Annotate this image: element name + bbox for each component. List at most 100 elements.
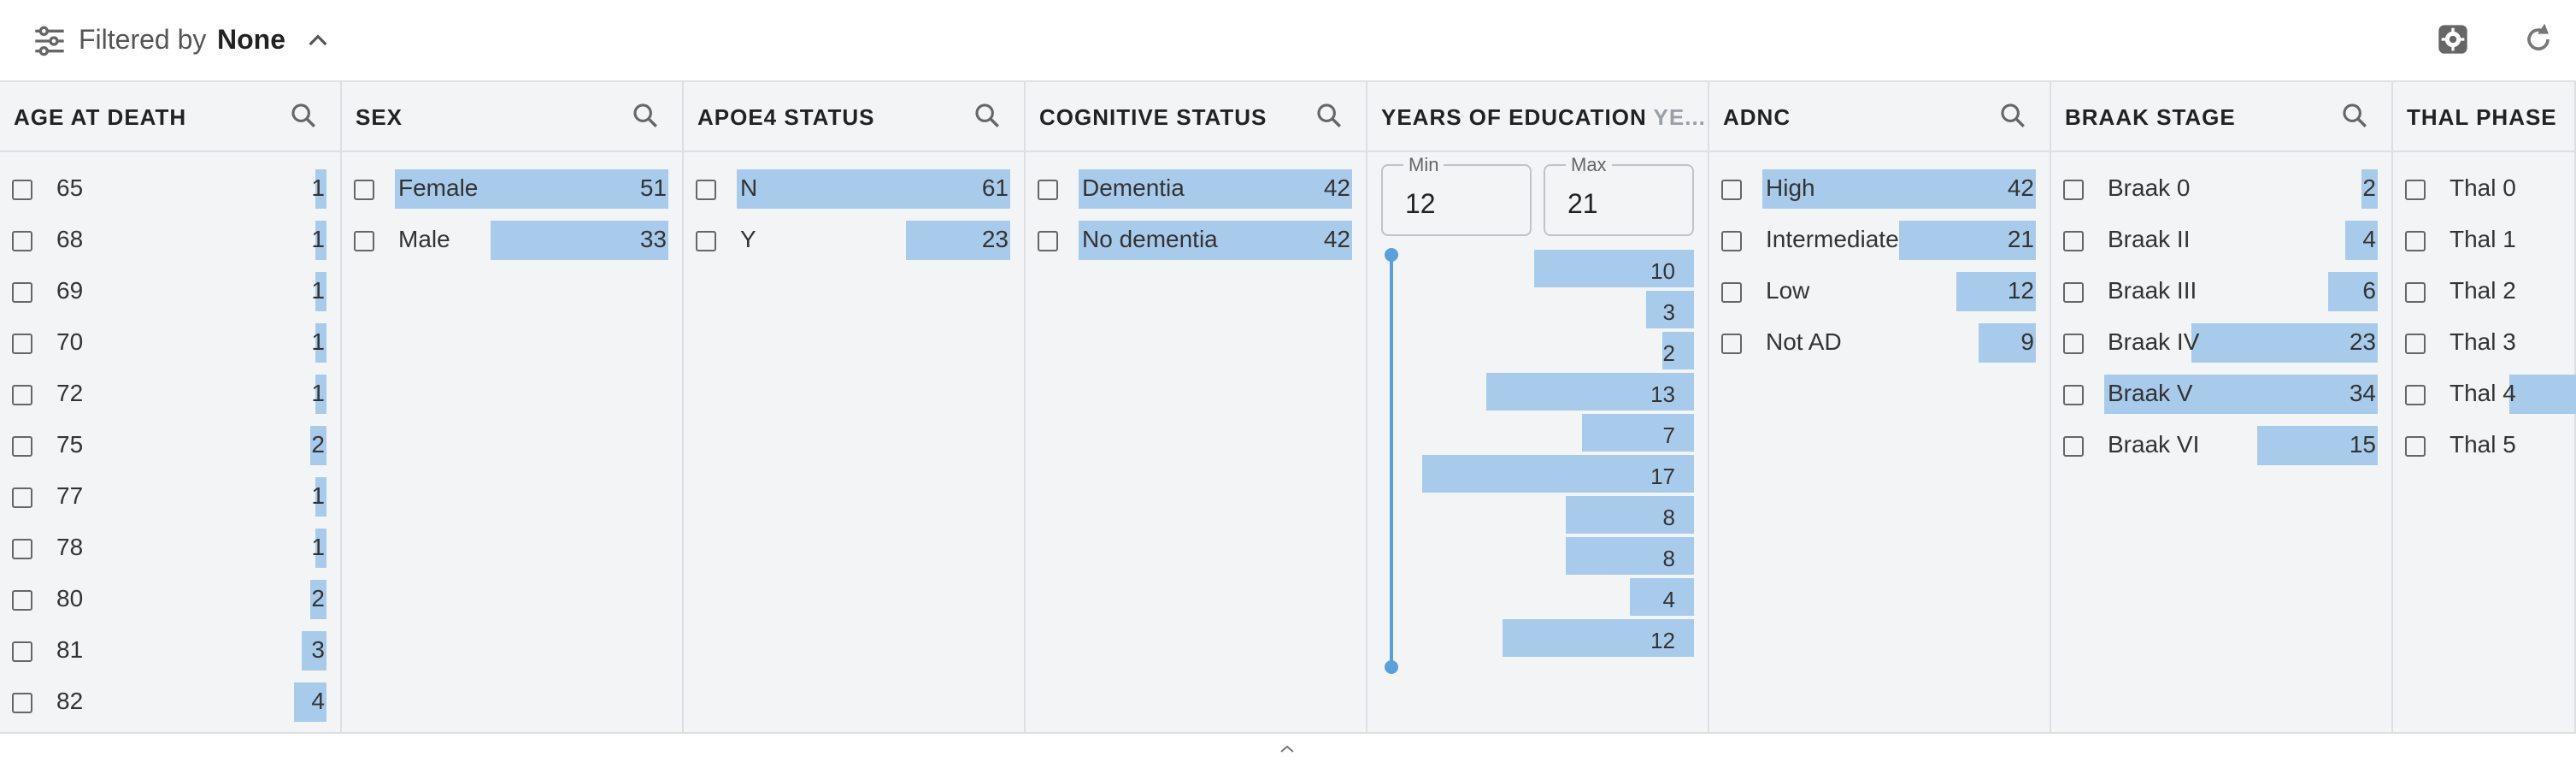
- facet-row[interactable]: Braak IV 23: [2051, 322, 2391, 373]
- row-checkbox[interactable]: [12, 231, 32, 251]
- row-checkbox[interactable]: [12, 385, 32, 405]
- facet-row[interactable]: Intermediate 21: [1709, 219, 2050, 270]
- row-label: Thal 5: [2450, 431, 2516, 458]
- facet-row[interactable]: Braak 0 2: [2051, 168, 2391, 219]
- row-checkbox[interactable]: [12, 539, 32, 559]
- row-checkbox[interactable]: [2063, 385, 2084, 405]
- histogram-bar[interactable]: [1630, 578, 1694, 616]
- facet-row[interactable]: Dementia 42: [1026, 168, 1366, 219]
- range-slider-track[interactable]: [1390, 255, 1393, 665]
- facet-row[interactable]: 78 1: [0, 527, 340, 578]
- facet-row[interactable]: N 61: [684, 168, 1024, 219]
- row-checkbox[interactable]: [2405, 180, 2426, 200]
- facet-row[interactable]: Y 23: [684, 219, 1024, 270]
- row-checkbox[interactable]: [2405, 334, 2426, 354]
- histogram-bar[interactable]: [1534, 250, 1694, 287]
- search-icon[interactable]: [1998, 101, 2027, 130]
- facet-row[interactable]: Female 51: [342, 168, 682, 219]
- row-checkbox[interactable]: [12, 180, 32, 200]
- row-checkbox[interactable]: [12, 693, 32, 713]
- row-checkbox[interactable]: [1721, 231, 1742, 251]
- search-icon[interactable]: [1314, 101, 1344, 130]
- facet-row[interactable]: 68 1: [0, 219, 340, 270]
- facet-row[interactable]: Male 33: [342, 219, 682, 270]
- facet-row[interactable]: Braak VI 15: [2051, 424, 2391, 476]
- facet-row[interactable]: Thal 4: [2393, 373, 2576, 424]
- histogram-bar[interactable]: [1422, 455, 1694, 493]
- facet-row[interactable]: No dementia 42: [1026, 219, 1366, 270]
- search-icon[interactable]: [289, 101, 318, 130]
- search-icon[interactable]: [2340, 101, 2369, 130]
- facet-row[interactable]: Thal 0: [2393, 168, 2574, 219]
- row-checkbox[interactable]: [696, 180, 716, 200]
- facet-row[interactable]: High 42: [1709, 168, 2050, 219]
- row-checkbox[interactable]: [2063, 231, 2084, 251]
- facet-row[interactable]: Thal 2: [2393, 270, 2574, 322]
- facet-row[interactable]: Braak V 34: [2051, 373, 2391, 424]
- max-field[interactable]: Max 21: [1544, 154, 1694, 236]
- settings-gear-icon[interactable]: [2436, 22, 2470, 56]
- histogram-bar[interactable]: [1582, 414, 1694, 452]
- facet-row[interactable]: 80 2: [0, 578, 340, 629]
- row-checkbox[interactable]: [12, 487, 32, 508]
- row-checkbox[interactable]: [1721, 282, 1742, 303]
- row-checkbox[interactable]: [12, 282, 32, 303]
- reset-icon[interactable]: [2520, 21, 2557, 58]
- row-checkbox[interactable]: [2405, 385, 2426, 405]
- row-checkbox[interactable]: [354, 231, 374, 251]
- row-count: 21: [2007, 226, 2034, 252]
- row-checkbox[interactable]: [2405, 436, 2426, 457]
- row-checkbox[interactable]: [12, 334, 32, 354]
- search-icon[interactable]: [973, 101, 1002, 130]
- histogram-bar[interactable]: [1503, 619, 1694, 657]
- facet-row[interactable]: Braak III 6: [2051, 270, 2391, 322]
- facet-row[interactable]: 70 1: [0, 322, 340, 373]
- search-icon[interactable]: [631, 101, 660, 130]
- row-checkbox[interactable]: [12, 641, 32, 662]
- row-checkbox[interactable]: [696, 231, 716, 251]
- caret-up-icon[interactable]: [304, 27, 332, 55]
- row-checkbox[interactable]: [1721, 334, 1742, 354]
- facet-row[interactable]: 65 1: [0, 168, 340, 219]
- row-checkbox[interactable]: [2063, 334, 2084, 354]
- row-checkbox[interactable]: [1038, 231, 1058, 251]
- facet-row[interactable]: 69 1: [0, 270, 340, 322]
- facet-row[interactable]: 75 2: [0, 424, 340, 476]
- row-count: 34: [2349, 380, 2376, 406]
- row-checkbox[interactable]: [1038, 180, 1058, 200]
- range-slider-handle-max[interactable]: [1385, 248, 1398, 262]
- range-slider-handle-min[interactable]: [1385, 660, 1398, 674]
- facet-row[interactable]: 82 4: [0, 681, 340, 732]
- facet-row[interactable]: Thal 5: [2393, 424, 2574, 476]
- row-checkbox[interactable]: [12, 590, 32, 611]
- facet-row[interactable]: 81 3: [0, 629, 340, 681]
- facet-row[interactable]: 72 1: [0, 373, 340, 424]
- row-checkbox[interactable]: [2405, 231, 2426, 251]
- row-checkbox[interactable]: [12, 436, 32, 457]
- histogram-bar[interactable]: [1566, 496, 1694, 534]
- row-checkbox[interactable]: [354, 180, 374, 200]
- row-checkbox[interactable]: [2063, 436, 2084, 457]
- count-bar: [315, 272, 326, 311]
- row-checkbox[interactable]: [2063, 282, 2084, 303]
- filtered-by-label: Filtered by: [79, 24, 207, 55]
- facet-row[interactable]: Thal 3: [2393, 322, 2574, 373]
- facet-row[interactable]: Thal 1: [2393, 219, 2574, 270]
- facet-row[interactable]: Low 12: [1709, 270, 2050, 322]
- filter-sliders-icon[interactable]: [32, 24, 67, 58]
- facet-board: AGE AT DEATH 65 1 68 1 69 1 70 1 72 1 75 2 77 1 78 1 80 2 8…: [0, 82, 2576, 732]
- chevron-up-icon[interactable]: [1277, 739, 1297, 759]
- min-field[interactable]: Min 12: [1381, 154, 1532, 236]
- facet-row[interactable]: 77 1: [0, 476, 340, 527]
- row-checkbox[interactable]: [2063, 180, 2084, 200]
- histogram-bar[interactable]: [1486, 373, 1694, 411]
- row-label: 81: [56, 636, 84, 663]
- histogram-bar[interactable]: [1662, 332, 1694, 369]
- row-checkbox[interactable]: [1721, 180, 1742, 200]
- histogram-bar[interactable]: [1646, 291, 1694, 328]
- histogram-bar[interactable]: [1566, 537, 1694, 575]
- facet-row[interactable]: Not AD 9: [1709, 322, 2050, 373]
- facet-row[interactable]: Braak II 4: [2051, 219, 2391, 270]
- row-label: Male: [398, 226, 450, 252]
- row-checkbox[interactable]: [2405, 282, 2426, 303]
